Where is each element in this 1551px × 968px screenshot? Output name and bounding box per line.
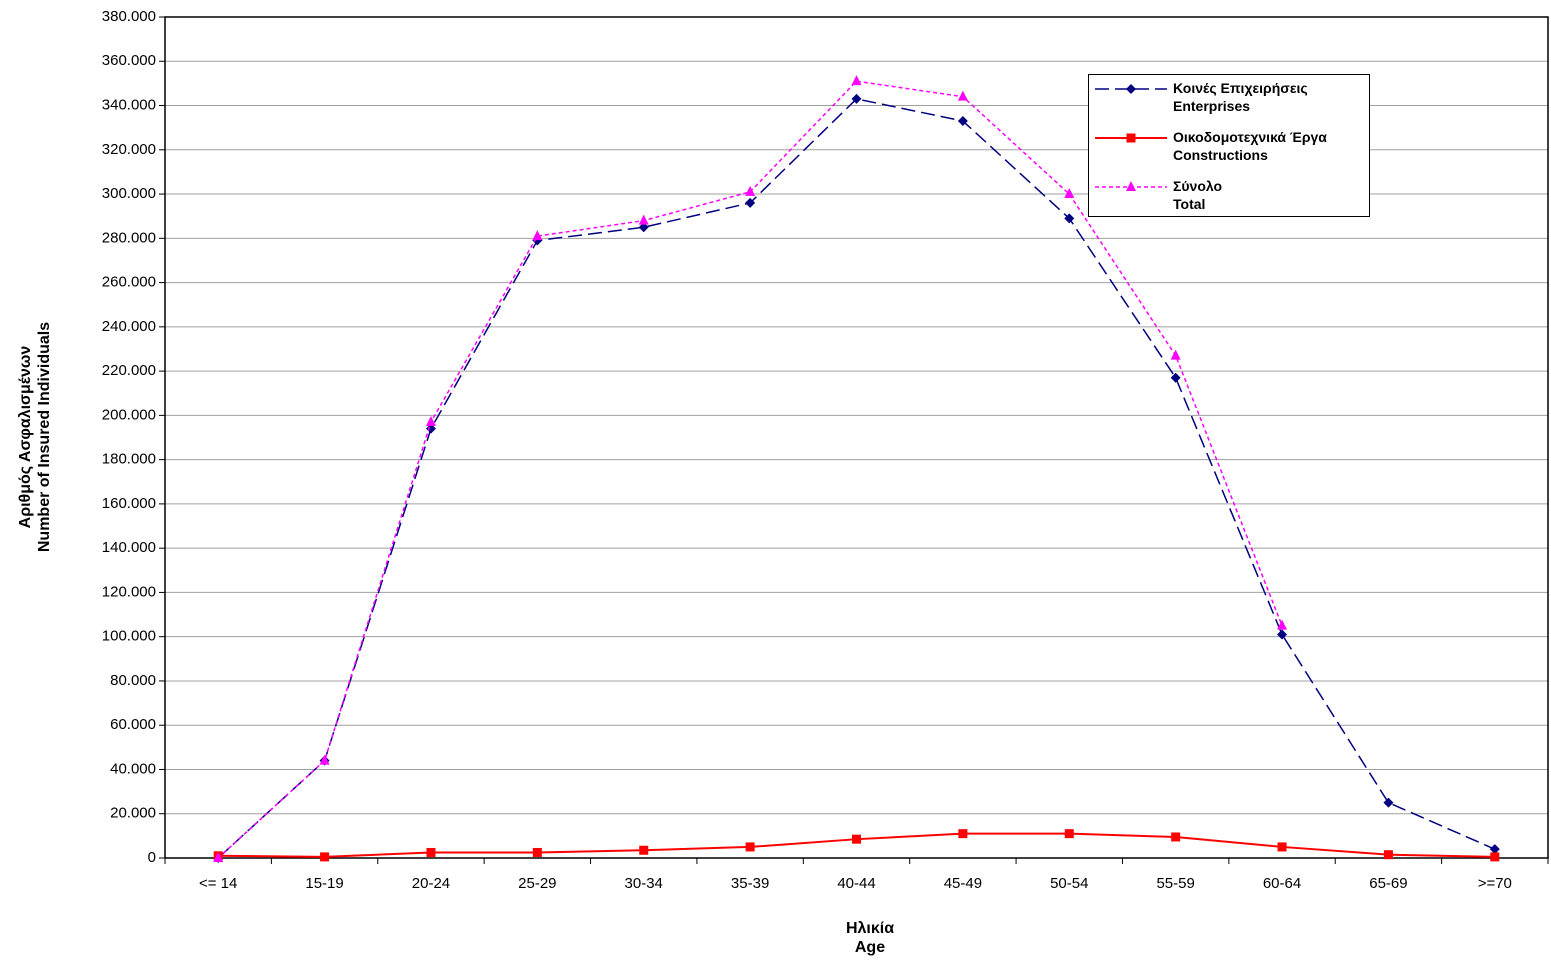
marker	[1064, 188, 1075, 199]
x-tick-label: >=70	[1478, 875, 1512, 892]
marker	[957, 116, 968, 127]
marker	[852, 834, 861, 844]
marker	[532, 230, 543, 241]
y-tick-label: 20.000	[110, 805, 156, 822]
x-tick-label: 15-19	[305, 875, 343, 892]
legend: Κοινές Επιχειρήσεις Enterprises Οικοδομοτ…	[1088, 74, 1370, 217]
plot-border	[164, 16, 1549, 859]
marker	[1126, 84, 1136, 94]
legend-swatch	[1095, 181, 1167, 191]
marker	[320, 852, 330, 862]
x-tick-label: 45-49	[944, 875, 982, 892]
marker	[638, 214, 649, 225]
marker	[319, 754, 330, 765]
y-tick-label: 320.000	[102, 141, 156, 158]
marker	[1489, 844, 1500, 855]
y-tick-label: 160.000	[102, 495, 156, 512]
x-axis-title: Ηλικία Age	[845, 920, 895, 956]
y-tick-label: 120.000	[102, 583, 156, 600]
marker	[745, 185, 756, 196]
marker	[1383, 850, 1393, 860]
x-tick-label: 40-44	[837, 875, 875, 892]
x-tick-label: 35-39	[731, 875, 769, 892]
x-tick-label: 65-69	[1369, 875, 1407, 892]
y-tick-label: 240.000	[102, 318, 156, 335]
marker	[1126, 181, 1136, 191]
marker	[532, 847, 542, 857]
marker	[958, 829, 968, 839]
marker	[425, 416, 436, 427]
marker	[1126, 133, 1136, 143]
y-tick-label: 0	[148, 849, 156, 866]
x-tick-label: 30-34	[625, 875, 663, 892]
x-tick-label: 20-24	[412, 875, 450, 892]
marker	[426, 847, 436, 857]
y-tick-label: 380.000	[102, 8, 156, 25]
y-tick-label: 360.000	[102, 52, 156, 69]
y-tick-label: 140.000	[102, 539, 156, 556]
legend-swatch	[1095, 133, 1167, 143]
x-tick-label: <= 14	[199, 875, 237, 892]
marker	[1064, 213, 1075, 224]
x-tick-label: 50-54	[1050, 875, 1088, 892]
y-tick-label: 200.000	[102, 406, 156, 423]
y-tick-label: 180.000	[102, 451, 156, 468]
x-tick-label: 55-59	[1156, 875, 1194, 892]
y-tick-label: 220.000	[102, 362, 156, 379]
y-tick-label: 300.000	[102, 185, 156, 202]
marker	[1170, 372, 1181, 383]
marker	[425, 423, 436, 434]
y-tick-label: 280.000	[102, 229, 156, 246]
y-axis-title: Αριθμός Ασφαλισμένων Number of Insured I…	[17, 321, 53, 553]
marker	[957, 90, 968, 101]
y-tick-label: 60.000	[110, 716, 156, 733]
legend-item: Σύνολο Total	[1089, 173, 1369, 217]
marker	[639, 845, 649, 855]
marker	[638, 222, 649, 233]
y-tick-label: 260.000	[102, 274, 156, 291]
marker	[851, 93, 862, 104]
y-tick-label: 40.000	[110, 760, 156, 777]
y-tick-label: 80.000	[110, 672, 156, 689]
x-tick-label: 60-64	[1263, 875, 1301, 892]
marker	[1064, 829, 1074, 839]
legend-swatch	[1095, 84, 1167, 94]
marker	[1277, 842, 1287, 852]
marker	[1383, 797, 1394, 808]
marker	[1490, 852, 1500, 862]
legend-label: Οικοδομοτεχνικά Έργα Constructions	[1173, 129, 1327, 163]
legend-item: Κοινές Επιχειρήσεις Enterprises	[1089, 75, 1369, 119]
y-tick-label: 340.000	[102, 96, 156, 113]
legend-label: Σύνολο Total	[1173, 178, 1223, 212]
marker	[213, 852, 224, 862]
x-tick-label: 25-29	[518, 875, 556, 892]
marker	[745, 197, 756, 208]
marker	[851, 75, 862, 86]
marker	[1171, 832, 1181, 842]
marker	[1277, 629, 1288, 640]
marker	[1170, 349, 1181, 360]
legend-label: Κοινές Επιχειρήσεις Enterprises	[1173, 80, 1308, 114]
legend-item: Οικοδομοτεχνικά Έργα Constructions	[1089, 124, 1369, 168]
marker	[745, 842, 755, 852]
marker	[1277, 619, 1288, 630]
y-tick-label: 100.000	[102, 628, 156, 645]
